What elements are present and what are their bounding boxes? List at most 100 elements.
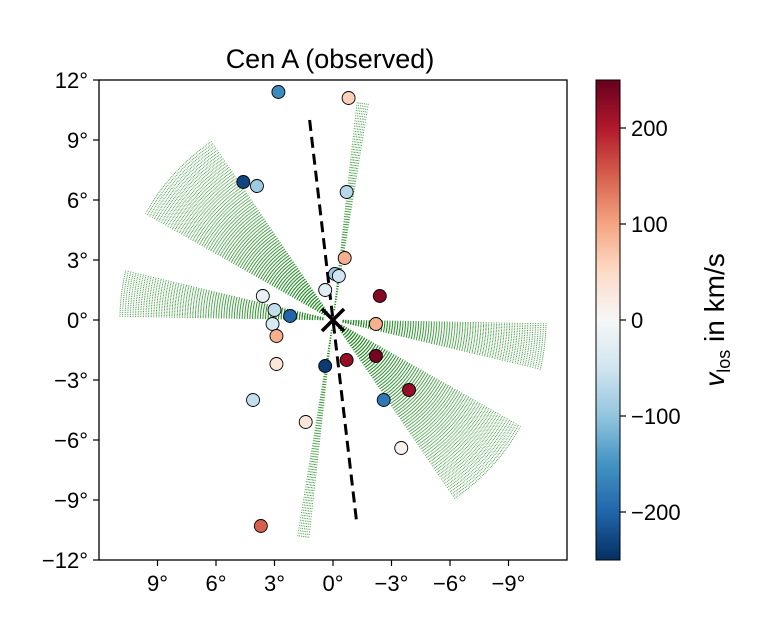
satellite-point	[269, 357, 284, 371]
fan-line	[341, 324, 521, 428]
colorbar-tick-label: −200	[631, 500, 681, 525]
colorbar-tick-label: −100	[631, 404, 681, 429]
colorbar-tick-label: 0	[631, 308, 643, 333]
x-tick-label: −6°	[433, 571, 467, 596]
satellite-point	[269, 329, 284, 343]
fan-line	[196, 149, 328, 313]
x-tick-label: −9°	[492, 571, 526, 596]
fan-line	[190, 154, 327, 313]
satellite-points	[236, 85, 416, 533]
satellite-point	[250, 179, 264, 193]
y-tick-label: 0°	[67, 308, 88, 333]
fan-line	[334, 102, 369, 311]
fan-line	[306, 329, 333, 539]
fan-line	[333, 102, 364, 311]
fan-line	[340, 325, 506, 452]
fan-line	[339, 327, 477, 484]
fan-line	[340, 325, 505, 453]
fan-line	[340, 325, 502, 458]
fan-line	[338, 327, 457, 501]
fan-line	[160, 188, 326, 315]
fan-line	[209, 139, 328, 313]
x-axis: 9° 6° 3° 0° −3° −6° −9°	[147, 560, 525, 596]
fan-line	[174, 171, 327, 314]
y-tick-label: 3°	[67, 248, 88, 273]
fan-line	[302, 329, 333, 538]
colorbar-tick-label: 200	[631, 116, 668, 141]
center-marker	[320, 307, 346, 333]
satellite-point	[372, 289, 387, 303]
fan-line	[153, 198, 326, 315]
fan-line	[161, 187, 326, 315]
fan-line	[340, 325, 513, 442]
satellite-point	[376, 393, 391, 407]
colorbar-label-rest: in km/s	[699, 253, 730, 349]
satellite-point	[265, 317, 280, 331]
satellite-point	[318, 283, 333, 297]
satellite-point	[402, 383, 416, 397]
fan-line	[333, 101, 360, 311]
y-tick-label: −3°	[54, 368, 88, 393]
colorbar-label: vlos in km/s	[699, 253, 734, 386]
colorbar-label-sub: los	[714, 350, 734, 373]
fan-line	[338, 327, 472, 489]
fan-line	[304, 329, 333, 539]
satellite-point	[339, 185, 354, 199]
y-tick-label: 9°	[67, 128, 88, 153]
satellite-point	[394, 441, 409, 455]
x-tick-label: 9°	[147, 571, 168, 596]
fan-line	[340, 324, 515, 439]
y-tick-label: −9°	[54, 488, 88, 513]
fan-line	[339, 327, 480, 482]
fan-line	[299, 329, 332, 538]
fan-line	[145, 212, 325, 316]
satellite-point	[246, 393, 261, 407]
fan-line	[149, 204, 325, 316]
fan-line	[339, 326, 487, 475]
satellite-point	[236, 175, 251, 189]
x-tick-label: −3°	[375, 571, 409, 596]
fan-line	[333, 102, 366, 311]
y-tick-label: −12°	[42, 548, 88, 573]
satellite-point	[368, 317, 383, 331]
fan-line	[170, 175, 326, 314]
fan-line	[297, 329, 332, 538]
satellite-point	[318, 359, 333, 373]
satellite-point	[368, 349, 383, 363]
fan-line	[340, 326, 497, 464]
satellite-point	[267, 303, 282, 317]
y-tick-label: 6°	[67, 188, 88, 213]
colorbar	[595, 79, 621, 561]
x-tick-label: 3°	[264, 571, 285, 596]
satellite-point	[255, 289, 270, 303]
fan-line	[339, 326, 489, 472]
fan-line	[339, 326, 483, 479]
fan-line	[308, 329, 333, 539]
satellite-point	[337, 251, 352, 265]
fan-line	[339, 327, 476, 486]
center-x-stroke	[320, 307, 346, 333]
fan-line	[333, 101, 362, 311]
y-tick-label: 12°	[55, 68, 88, 93]
fan-line	[340, 326, 496, 465]
fan-line	[169, 176, 326, 314]
chart-title: Cen A (observed)	[226, 44, 435, 74]
fan-line	[340, 325, 509, 447]
y-axis: 12° 9° 6° 3° 0° −3° −6° −9° −12°	[42, 68, 99, 573]
satellite-point	[283, 309, 298, 323]
fan-line	[164, 182, 326, 315]
fan-line	[300, 329, 333, 538]
colorbar-ticks: 200 100 0 −100 −200	[620, 116, 681, 525]
fan-line	[333, 101, 358, 311]
fan-line	[338, 327, 470, 491]
fan-line	[341, 324, 517, 436]
x-tick-label: 0°	[322, 571, 343, 596]
fan-line	[151, 201, 326, 316]
fan-line	[338, 327, 469, 492]
satellite-point	[253, 519, 268, 533]
satellite-point	[298, 415, 313, 429]
x-tick-label: 6°	[205, 571, 226, 596]
fan-line	[339, 326, 493, 468]
satellite-point	[339, 353, 354, 367]
